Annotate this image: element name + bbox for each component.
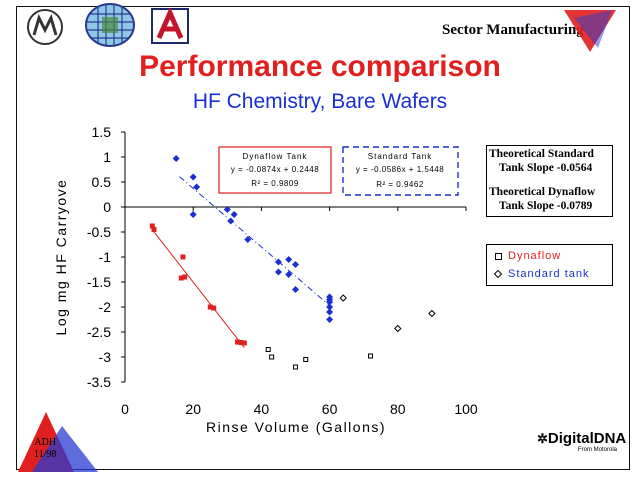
data-point-standard: [292, 286, 299, 293]
data-point-standard: [274, 268, 282, 276]
data-point-standard: [326, 316, 334, 323]
data-point-dynaflow: [241, 340, 247, 346]
y-tick-label: -3.5: [87, 374, 111, 390]
badge-initials: ADH: [34, 437, 57, 448]
data-point-standard: [244, 236, 252, 243]
data-point-standard: [223, 206, 231, 213]
x-tick-label: 100: [454, 401, 478, 417]
y-tick-label: -3: [99, 349, 112, 365]
data-point-outlier-square: [368, 353, 374, 359]
y-tick-label: -0.5: [87, 224, 111, 240]
standard-slope-value: Tank Slope -0.0564: [499, 162, 593, 174]
y-tick-label: -2.5: [87, 324, 111, 340]
badge-date: 11/98: [34, 449, 57, 460]
brand-label: Sector Manufacturing: [442, 22, 584, 38]
x-axis-label: Rinse Volume (Gallons): [206, 419, 386, 435]
y-tick-label: 1.5: [92, 124, 112, 140]
data-point-standard: [292, 261, 299, 268]
sematech-globe-logo: [85, 3, 135, 47]
data-point-outlier-diamond: [428, 309, 436, 318]
x-tick-label: 80: [390, 401, 406, 417]
fit-line-dynaflow: [151, 229, 245, 349]
standard-annotation: Standard Tank y = -0.0586x + 1.5448 R² =…: [342, 146, 459, 196]
data-point-standard: [189, 211, 197, 218]
theoretical-slopes-box: Theoretical Standard Tank Slope -0.0564 …: [486, 145, 613, 217]
y-tick-label: -1.5: [87, 274, 111, 290]
x-tick-label: 20: [185, 401, 201, 417]
y-tick-label: 0.5: [92, 174, 112, 190]
data-point-outlier-diamond: [394, 324, 402, 333]
dna-gear-icon: ✲: [537, 431, 548, 446]
data-point-outlier-square: [265, 347, 271, 352]
dynaflow-annotation: Dynaflow Tank y = -0.0874x + 0.2448 R² =…: [218, 146, 332, 194]
digital-dna-logo: ✲DigitalDNA: [537, 430, 626, 447]
data-point-dynaflow: [207, 304, 213, 310]
data-point-standard: [274, 258, 282, 266]
data-point-standard: [172, 155, 180, 162]
data-point-dynaflow: [211, 305, 217, 311]
y-axis-label: Log mg HF Carryove: [53, 179, 69, 336]
y-tick-label: -1: [99, 249, 112, 265]
chart-axes: 1.5 1 0.5 0 -0.5 -1 -1.5 -2 -2.5 -3 -3.5 0 20 40 60 80 1…: [87, 124, 478, 417]
motorola-logo: [27, 9, 63, 45]
data-point-outlier-square: [269, 354, 275, 360]
y-tick-label: 1: [103, 149, 111, 165]
data-point-standard: [285, 256, 293, 263]
slide-frame: [16, 6, 630, 470]
data-point-standard: [227, 217, 235, 225]
data-point-standard: [285, 271, 293, 278]
data-point-dynaflow: [178, 275, 184, 281]
data-point-standard: [326, 308, 334, 316]
legend-label-dynaflow: Dynaflow: [508, 250, 562, 262]
page-subtitle: HF Chemistry, Bare Wafers: [192, 90, 448, 113]
dynaflow-annotation-equation: y = -0.0874x + 0.2448: [231, 165, 319, 174]
standard-slope-title: Theoretical Standard: [489, 148, 594, 160]
data-point-dynaflow: [182, 274, 188, 280]
data-point-outlier-square: [293, 364, 298, 370]
dna-label: DigitalDNA: [547, 430, 627, 447]
adh-triangle-badge: [18, 412, 98, 472]
legend-item-dynaflow: Dynaflow: [495, 250, 561, 262]
standard-annotation-equation: y = -0.0586x + 1.5448: [356, 165, 444, 174]
dna-sublabel: From Motorola: [578, 447, 618, 453]
sector-triangle-logo: [564, 10, 616, 52]
fit-lines: [151, 176, 330, 349]
data-point-standard: [193, 183, 201, 191]
university-of-arizona-logo: [151, 8, 189, 44]
standard-annotation-r2: R² = 0.9462: [376, 180, 424, 189]
data-point-dynaflow: [235, 339, 241, 345]
chart-legend: Dynaflow Standard tank: [486, 244, 613, 286]
legend-label-standard: Standard tank: [508, 268, 590, 280]
data-point-dynaflow: [149, 223, 155, 229]
data-point-dynaflow: [238, 340, 244, 345]
x-tick-label: 0: [121, 401, 129, 417]
y-tick-label: -2: [99, 299, 112, 315]
diamond-marker-icon: [493, 269, 503, 279]
data-point-standard: [326, 298, 334, 306]
data-point-outlier-square: [303, 357, 309, 362]
dynaflow-slope-value: Tank Slope -0.0789: [499, 200, 593, 212]
y-tick-label: 0: [103, 199, 111, 215]
fit-line-standard-tank: [179, 176, 330, 306]
page-title: Performance comparison: [139, 50, 501, 83]
data-point-standard: [189, 173, 197, 181]
data-point-dynaflow: [180, 254, 186, 260]
standard-annotation-title: Standard Tank: [368, 152, 432, 161]
x-tick-label: 60: [322, 401, 338, 417]
data-point-standard: [326, 303, 334, 311]
data-point-standard: [230, 211, 238, 218]
data-point-outlier-diamond: [339, 294, 347, 302]
dynaflow-annotation-title: Dynaflow Tank: [243, 152, 308, 161]
x-tick-label: 40: [254, 401, 270, 417]
data-points: [149, 155, 436, 370]
dynaflow-slope-title: Theoretical Dynaflow: [489, 186, 596, 198]
legend-item-standard: Standard tank: [493, 268, 590, 280]
square-marker-icon: [495, 252, 502, 260]
adh-badge-text: ADH 11/98: [34, 437, 56, 461]
data-point-dynaflow: [151, 227, 157, 232]
dynaflow-annotation-r2: R² = 0.9809: [251, 179, 299, 188]
